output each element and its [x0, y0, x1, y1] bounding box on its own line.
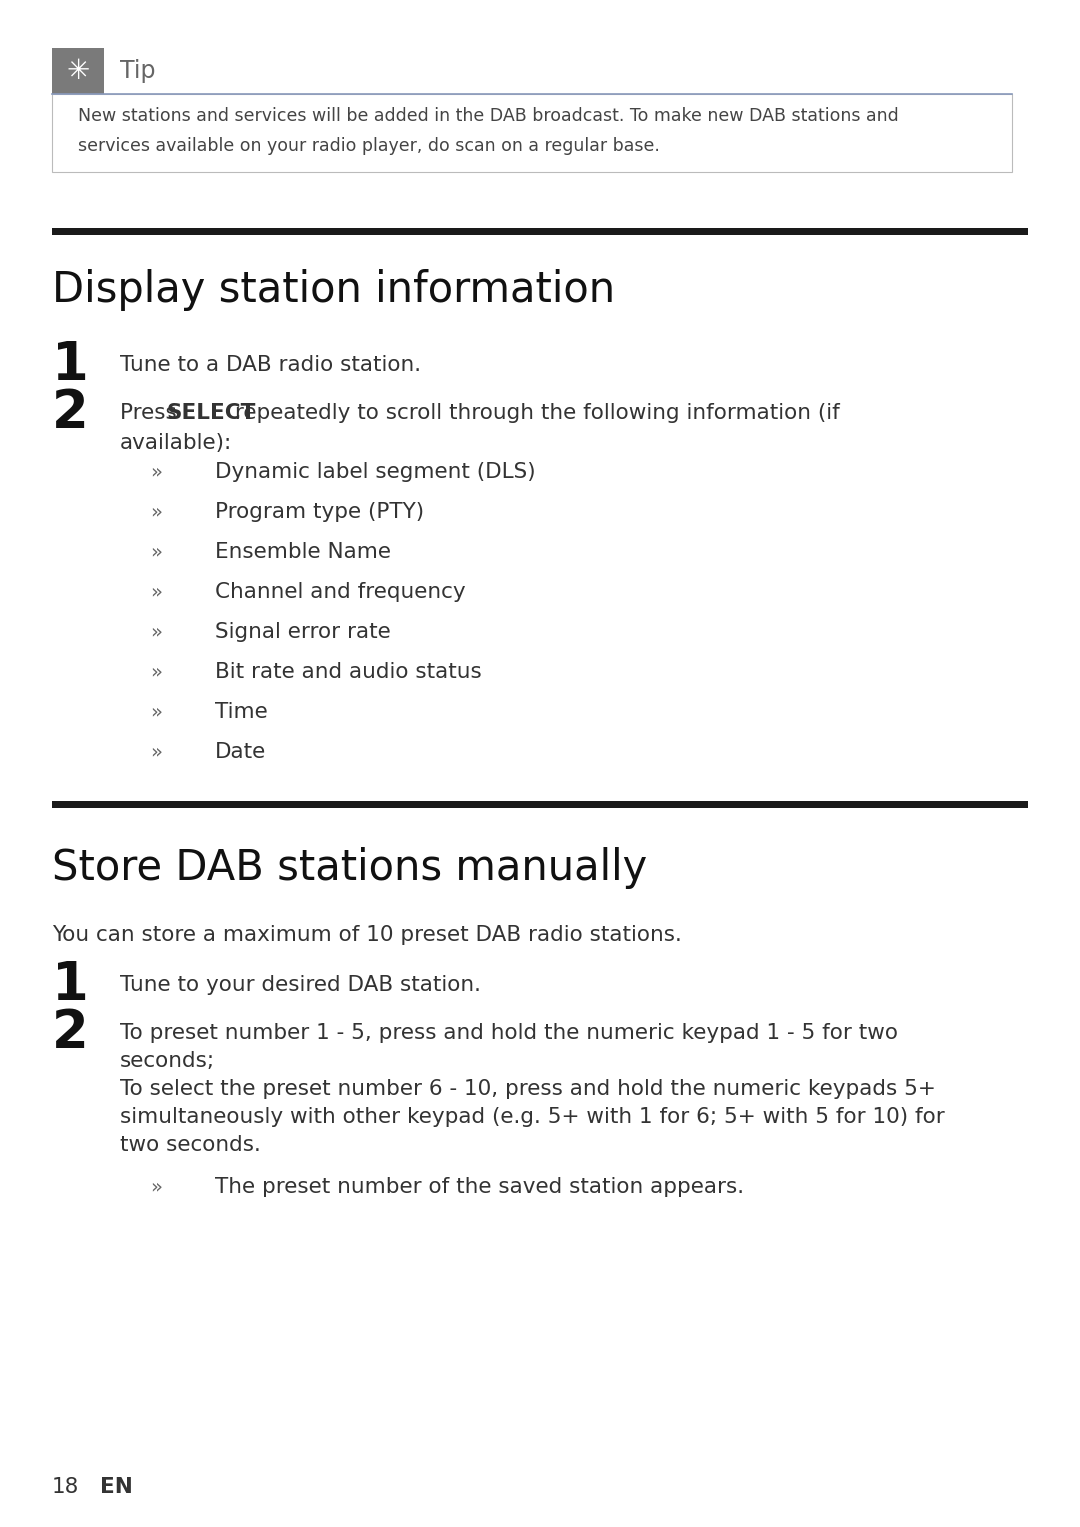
Text: repeatedly to scroll through the following information (if: repeatedly to scroll through the followi…: [228, 403, 840, 423]
Text: »: »: [150, 742, 162, 762]
Text: seconds;: seconds;: [120, 1051, 215, 1070]
Text: »: »: [150, 542, 162, 562]
Text: 2: 2: [52, 1006, 89, 1060]
Text: services available on your radio player, do scan on a regular base.: services available on your radio player,…: [78, 137, 660, 156]
Bar: [52, 228, 1028, 235]
Text: Channel and frequency: Channel and frequency: [215, 582, 465, 602]
Text: Dynamic label segment (DLS): Dynamic label segment (DLS): [215, 463, 536, 483]
Text: »: »: [150, 463, 162, 481]
Text: 1: 1: [52, 959, 89, 1011]
Text: Display station information: Display station information: [52, 269, 616, 312]
Text: You can store a maximum of 10 preset DAB radio stations.: You can store a maximum of 10 preset DAB…: [52, 925, 681, 945]
Text: »: »: [150, 502, 162, 522]
Text: New stations and services will be added in the DAB broadcast. To make new DAB st: New stations and services will be added …: [78, 107, 899, 125]
Text: Bit rate and audio status: Bit rate and audio status: [215, 663, 482, 683]
Text: To select the preset number 6 - 10, press and hold the numeric keypads 5+: To select the preset number 6 - 10, pres…: [120, 1080, 936, 1099]
Text: ✳: ✳: [66, 56, 90, 86]
Text: 1: 1: [52, 339, 89, 391]
Text: The preset number of the saved station appears.: The preset number of the saved station a…: [215, 1177, 744, 1197]
Bar: [52, 802, 1028, 808]
Text: »: »: [150, 582, 162, 602]
Text: »: »: [150, 702, 162, 721]
Text: 18: 18: [52, 1477, 79, 1496]
Text: Signal error rate: Signal error rate: [215, 621, 391, 641]
Bar: [52, 47, 104, 95]
Bar: [52, 95, 1012, 173]
Text: SELECT: SELECT: [166, 403, 255, 423]
Text: available):: available):: [120, 434, 232, 454]
Text: To preset number 1 - 5, press and hold the numeric keypad 1 - 5 for two: To preset number 1 - 5, press and hold t…: [120, 1023, 897, 1043]
Text: Time: Time: [215, 702, 268, 722]
Text: »: »: [150, 623, 162, 641]
Text: 2: 2: [52, 386, 89, 438]
Text: Date: Date: [215, 742, 267, 762]
Text: Program type (PTY): Program type (PTY): [215, 502, 424, 522]
Text: simultaneously with other keypad (e.g. 5+ with 1 for 6; 5+ with 5 for 10) for: simultaneously with other keypad (e.g. 5…: [120, 1107, 945, 1127]
Text: Tune to a DAB radio station.: Tune to a DAB radio station.: [120, 354, 421, 376]
Text: Ensemble Name: Ensemble Name: [215, 542, 391, 562]
Text: »: »: [150, 663, 162, 681]
Text: EN: EN: [100, 1477, 133, 1496]
Text: Press: Press: [120, 403, 184, 423]
Text: Tune to your desired DAB station.: Tune to your desired DAB station.: [120, 976, 481, 996]
Text: Store DAB stations manually: Store DAB stations manually: [52, 847, 647, 889]
Text: »: »: [150, 1177, 162, 1197]
Text: two seconds.: two seconds.: [120, 1135, 261, 1154]
Text: Tip: Tip: [120, 60, 156, 82]
